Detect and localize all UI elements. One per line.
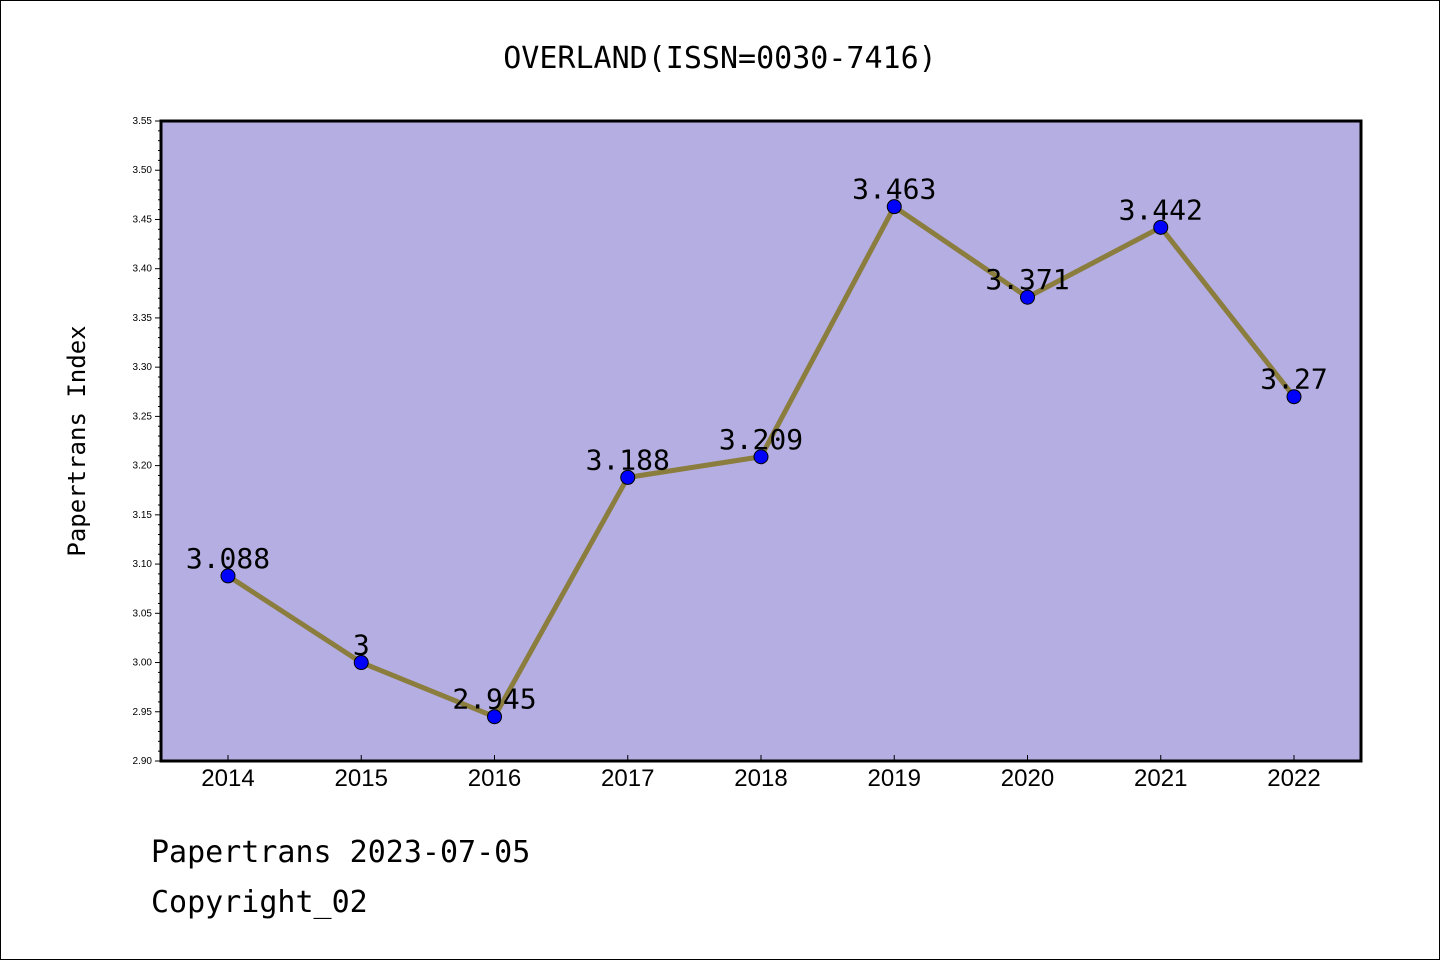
y-tick-label: 3.05: [133, 608, 153, 619]
y-tick-label: 3.15: [133, 510, 153, 521]
data-label: 3.371: [985, 263, 1069, 296]
data-point: [1153, 219, 1169, 235]
data-point: [620, 469, 636, 485]
y-tick-label: 2.90: [133, 756, 153, 767]
data-point: [353, 655, 369, 671]
footer-copyright: Copyright_02: [151, 885, 368, 920]
data-point: [220, 568, 236, 584]
data-point: [1286, 389, 1302, 405]
x-tick-label: 2017: [601, 765, 654, 792]
y-tick-label: 3.10: [133, 559, 153, 570]
data-label: 3.463: [852, 173, 936, 206]
data-point: [487, 709, 502, 725]
data-point: [886, 199, 902, 215]
footer-date: Papertrans 2023-07-05: [151, 835, 531, 870]
y-tick-label: 3.40: [133, 264, 153, 275]
y-tick-label: 3.00: [133, 658, 153, 669]
plot-frame: [159, 119, 1363, 763]
y-tick-label: 2.95: [133, 707, 153, 718]
y-tick-label: 3.55: [133, 116, 153, 127]
x-tick-label: 2016: [468, 765, 521, 792]
data-point: [1020, 289, 1035, 305]
y-tick-label: 3.30: [133, 362, 153, 373]
x-tick-label: 2018: [734, 765, 787, 792]
x-tick-label: 2015: [335, 765, 388, 792]
chart-title: OVERLAND(ISSN=0030-7416): [503, 41, 936, 76]
x-tick-label: 2022: [1267, 765, 1320, 792]
data-label: 2.945: [452, 683, 536, 716]
data-point: [753, 449, 769, 465]
data-label: 3.442: [1119, 193, 1203, 226]
data-label: 3: [353, 629, 370, 662]
y-tick-label: 3.50: [133, 165, 153, 176]
x-tick-label: 2014: [201, 765, 254, 792]
y-axis-label: Papertrans Index: [63, 325, 91, 556]
data-label: 3.209: [719, 423, 803, 456]
x-tick-label: 2019: [868, 765, 921, 792]
y-tick-label: 3.25: [133, 411, 153, 422]
x-tick-label: 2021: [1134, 765, 1187, 792]
data-label: 3.088: [186, 542, 270, 575]
y-tick-label: 3.35: [133, 313, 153, 324]
y-tick-label: 3.20: [133, 461, 153, 472]
data-label: 3.188: [586, 443, 670, 476]
x-tick-label: 2020: [1001, 765, 1054, 792]
data-label: 3.27: [1260, 363, 1327, 396]
y-tick-label: 3.45: [133, 214, 153, 225]
